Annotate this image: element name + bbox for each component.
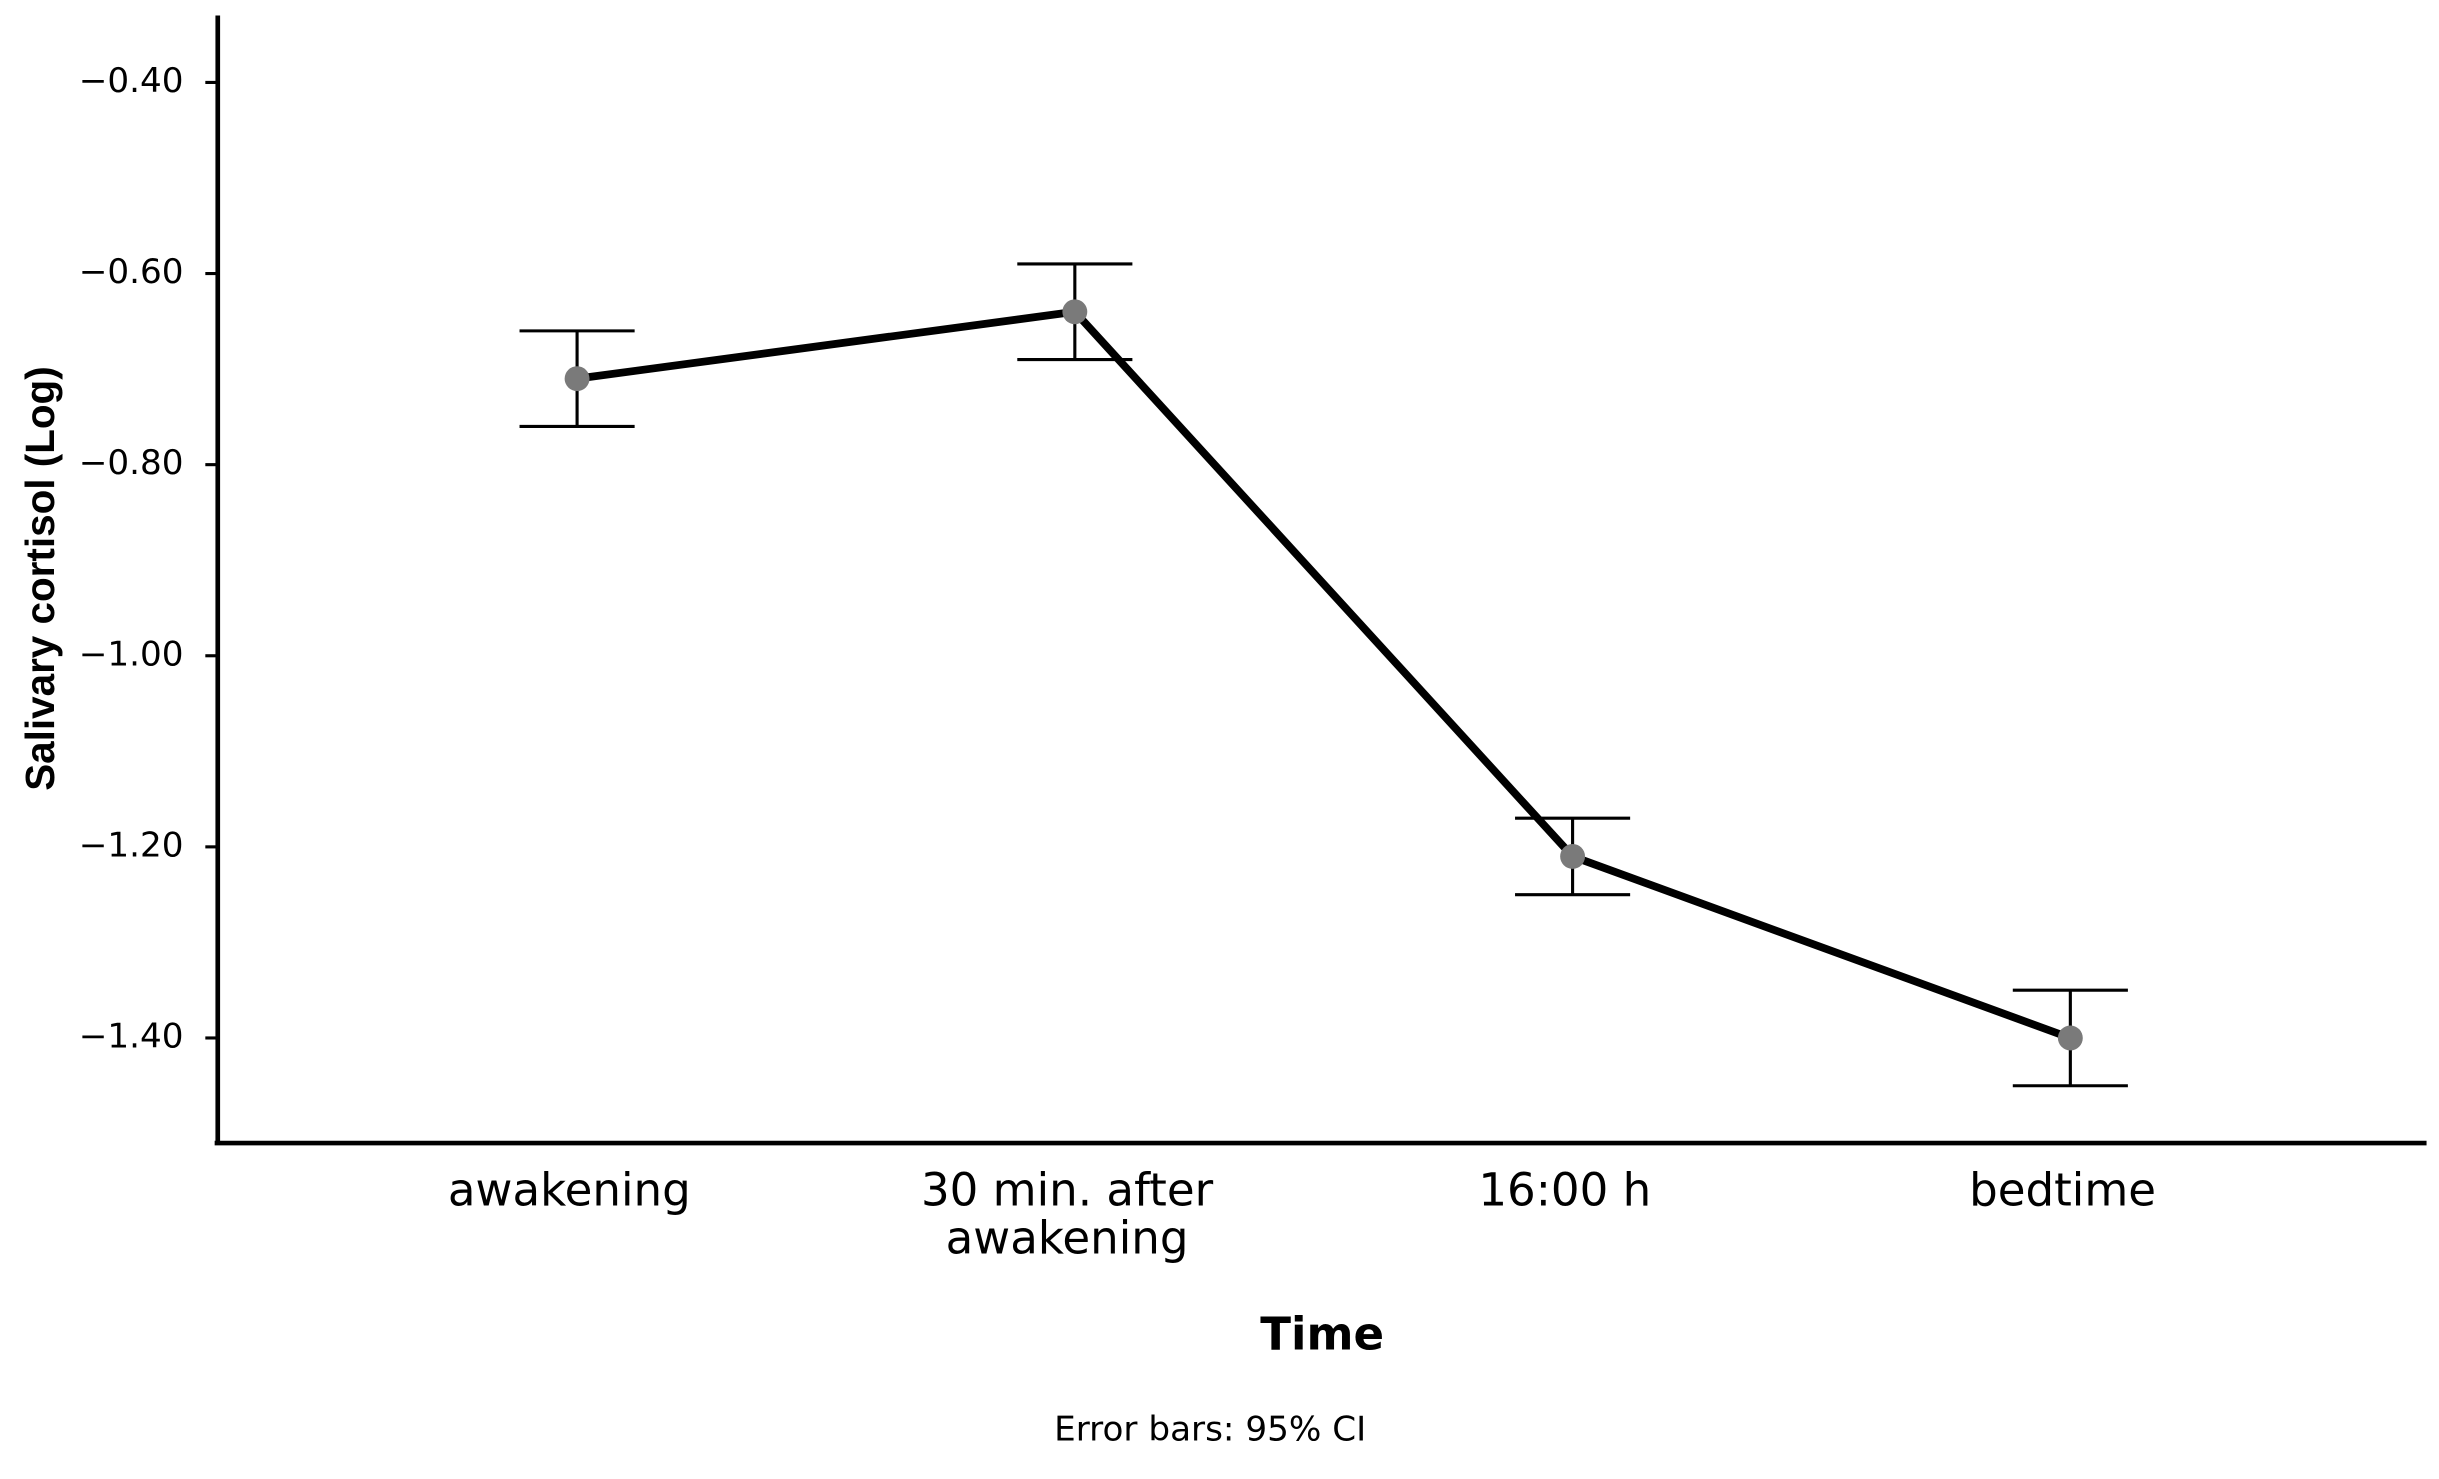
- x-tick-label: 16:00 h: [1478, 1163, 1652, 1217]
- y-tick-label: −1.20: [79, 825, 184, 865]
- y-tick-label: −0.80: [79, 443, 184, 483]
- point: [1560, 843, 1586, 869]
- y-tick-label: −1.40: [79, 1016, 184, 1056]
- point: [2057, 1025, 2083, 1051]
- y-tick-label: −0.60: [79, 252, 184, 292]
- point: [564, 366, 590, 392]
- point: [1062, 299, 1088, 325]
- footnote: Error bars: 95% CI: [1054, 1409, 1366, 1449]
- y-axis-title: Salivary cortisol (Log): [17, 366, 63, 790]
- y-tick-label: −0.40: [79, 61, 184, 101]
- y-tick-label: −1.00: [79, 634, 184, 674]
- x-axis-title: Time: [1260, 1307, 1384, 1360]
- x-tick-label: 30 min. after awakening: [920, 1163, 1214, 1265]
- line: [576, 307, 2072, 1042]
- x-tick-label: awakening: [447, 1163, 691, 1217]
- x-tick-label: bedtime: [1969, 1163, 2157, 1217]
